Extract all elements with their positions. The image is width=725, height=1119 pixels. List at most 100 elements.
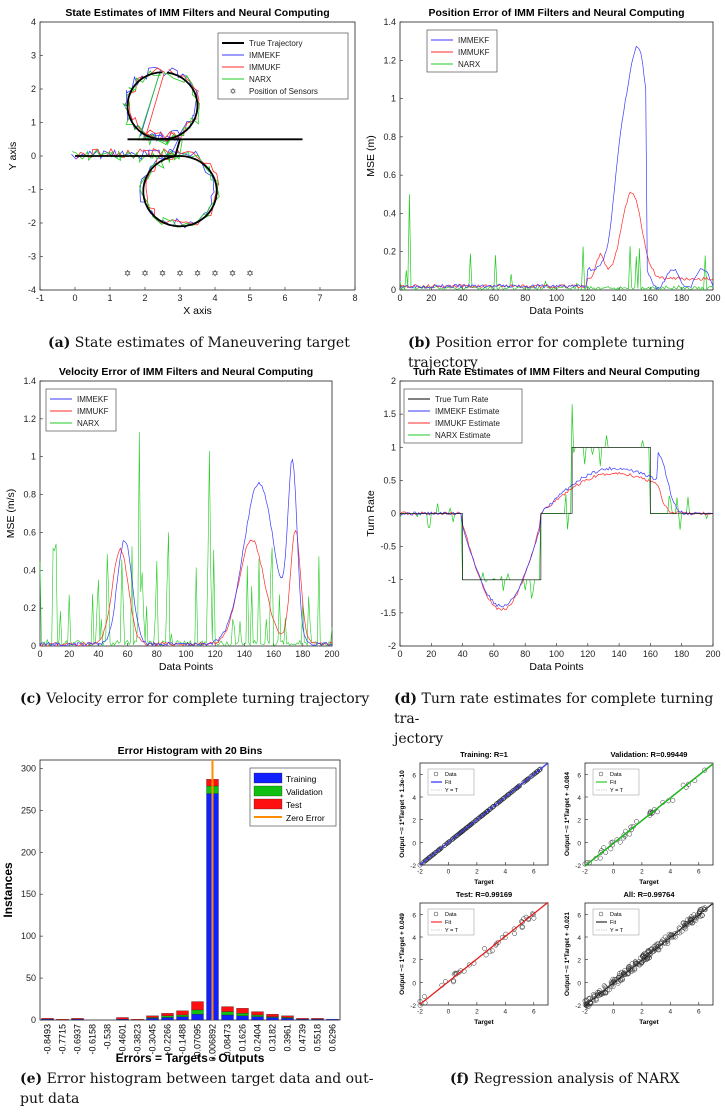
y-tick-label: 0.6 bbox=[23, 527, 36, 537]
x-tick-label: 2 bbox=[142, 293, 147, 303]
fit-line bbox=[419, 901, 549, 1005]
legend-swatch bbox=[253, 798, 283, 810]
x-tick-label: -0.8493 bbox=[43, 1024, 53, 1055]
x-tick-label: 7 bbox=[317, 293, 322, 303]
y-axis-label: Turn Rate bbox=[365, 490, 377, 536]
bar-training bbox=[281, 1018, 294, 1021]
y-tick-label: 0.4 bbox=[23, 565, 36, 575]
data-point bbox=[614, 837, 620, 843]
x-tick-label: 4 bbox=[504, 1009, 508, 1016]
bar-training bbox=[146, 1018, 159, 1021]
data-point bbox=[635, 961, 641, 966]
data-point bbox=[610, 980, 616, 986]
bar-test bbox=[176, 1010, 189, 1016]
data-point bbox=[647, 811, 653, 816]
y-tick-label: 0 bbox=[577, 840, 581, 847]
x-axis-label: Target bbox=[639, 879, 659, 886]
bar-validation bbox=[191, 1009, 204, 1015]
y-tick-label: 2 bbox=[412, 958, 416, 965]
data-point bbox=[500, 796, 506, 802]
plot-f0: -2 0 2 4 6 -2 0 2 4 6 Training: R=1 Target Output ~=… bbox=[399, 750, 549, 886]
x-tick-label: 0.4739 bbox=[298, 1024, 308, 1052]
y-tick-label: -2 bbox=[575, 1003, 581, 1010]
data-point bbox=[483, 952, 489, 958]
x-tick-label: -0.538 bbox=[103, 1024, 113, 1050]
y-tick-label: 0.8 bbox=[383, 132, 396, 142]
legend-entry: Y = T bbox=[445, 928, 459, 934]
y-tick-label: -2 bbox=[410, 863, 416, 870]
data-point bbox=[627, 831, 633, 837]
bar-test bbox=[146, 1015, 159, 1018]
legend-box bbox=[403, 388, 523, 444]
y-tick-label: 0 bbox=[577, 980, 581, 987]
y-tick-label: 6 bbox=[577, 772, 581, 779]
y-tick-label: 2 bbox=[577, 958, 581, 965]
data-point bbox=[424, 857, 430, 863]
bar-training bbox=[176, 1016, 189, 1021]
bar-training bbox=[236, 1015, 249, 1021]
y-tick-label: 0 bbox=[31, 641, 36, 651]
x-tick-label: 0 bbox=[72, 293, 77, 303]
x-tick-label: -0.4601 bbox=[118, 1024, 128, 1055]
y-tick-label: -2 bbox=[28, 218, 36, 228]
chart-title: Training: R=1 bbox=[460, 750, 508, 759]
data-point bbox=[429, 852, 435, 858]
y-tick-label: 6 bbox=[577, 912, 581, 919]
data-point bbox=[683, 926, 689, 932]
x-tick-label: 180 bbox=[674, 293, 689, 303]
legend-entry: Fit bbox=[610, 780, 617, 786]
data-point bbox=[437, 846, 443, 852]
fit-line bbox=[584, 763, 714, 867]
data-point bbox=[665, 940, 671, 946]
x-tick-label: -1 bbox=[36, 293, 44, 303]
data-point bbox=[479, 812, 485, 818]
data-point bbox=[628, 965, 634, 971]
data-point bbox=[648, 946, 654, 952]
x-tick-label: 200 bbox=[705, 293, 720, 303]
legend-entry: IMMUKF bbox=[458, 48, 490, 57]
y-equals-t-line bbox=[419, 762, 549, 866]
y-tick-label: 0 bbox=[391, 285, 396, 295]
y-tick-label: -2 bbox=[388, 641, 396, 651]
x-tick-label: -0.2266 bbox=[163, 1024, 173, 1055]
x-tick-label: 4 bbox=[669, 869, 673, 876]
y-tick-label: 4 bbox=[577, 795, 581, 802]
x-tick-label: 140 bbox=[612, 293, 627, 303]
x-tick-label: 2 bbox=[640, 1009, 644, 1016]
x-tick-label: 80 bbox=[520, 293, 530, 303]
legend-entry: Data bbox=[445, 772, 458, 778]
x-tick-label: 4 bbox=[212, 293, 217, 303]
y-tick-label: 150 bbox=[21, 889, 36, 899]
bar-training bbox=[221, 1014, 234, 1021]
data-point bbox=[469, 821, 474, 827]
chart-title: Validation: R=0.99449 bbox=[611, 750, 688, 759]
data-point bbox=[491, 803, 497, 809]
y-tick-label: -0.5 bbox=[380, 542, 396, 552]
y-axis-label: Instances bbox=[1, 862, 15, 918]
legend-entry: Fit bbox=[445, 920, 452, 926]
chart-title: Turn Rate Estimates of IMM Filters and N… bbox=[413, 366, 700, 378]
y-tick-label: 0.2 bbox=[23, 603, 36, 613]
data-point bbox=[530, 911, 536, 917]
data-point bbox=[626, 968, 632, 974]
data-point bbox=[441, 843, 447, 849]
data-point bbox=[702, 767, 708, 773]
data-point bbox=[586, 996, 592, 1002]
data-point bbox=[587, 860, 593, 866]
x-tick-label: 100 bbox=[549, 293, 564, 303]
data-point bbox=[510, 788, 515, 794]
series-immekf bbox=[39, 458, 333, 647]
x-tick-label: 6 bbox=[282, 293, 287, 303]
x-tick-label: 60 bbox=[489, 649, 499, 659]
x-tick-label: 180 bbox=[674, 649, 689, 659]
legend-entry: Position of Sensors bbox=[249, 87, 318, 96]
y-equals-t-line bbox=[419, 902, 549, 1006]
data-point bbox=[489, 948, 495, 954]
data-point bbox=[496, 799, 502, 805]
data-point bbox=[608, 846, 614, 852]
data-point bbox=[603, 990, 609, 996]
x-axis-label: Errors = Targets - Outputs bbox=[116, 1051, 265, 1065]
x-tick-label: 200 bbox=[324, 649, 339, 659]
data-point bbox=[505, 792, 511, 798]
data-point bbox=[594, 992, 600, 998]
